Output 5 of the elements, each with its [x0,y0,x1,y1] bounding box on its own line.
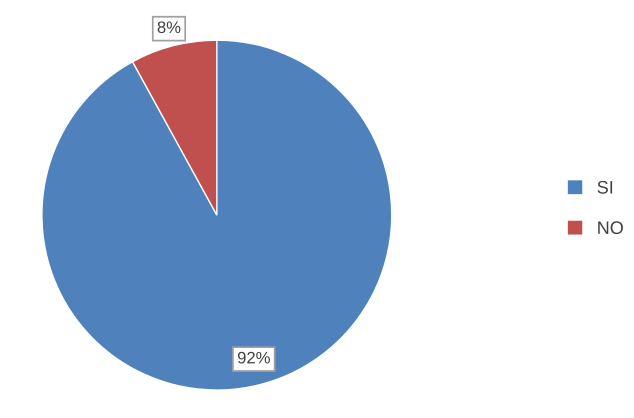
legend-label: NO [598,221,623,234]
legend-label: SI [598,180,612,194]
data-label: 92% [238,352,270,364]
pie-slice [41,39,392,391]
data-label: 8% [158,21,180,34]
